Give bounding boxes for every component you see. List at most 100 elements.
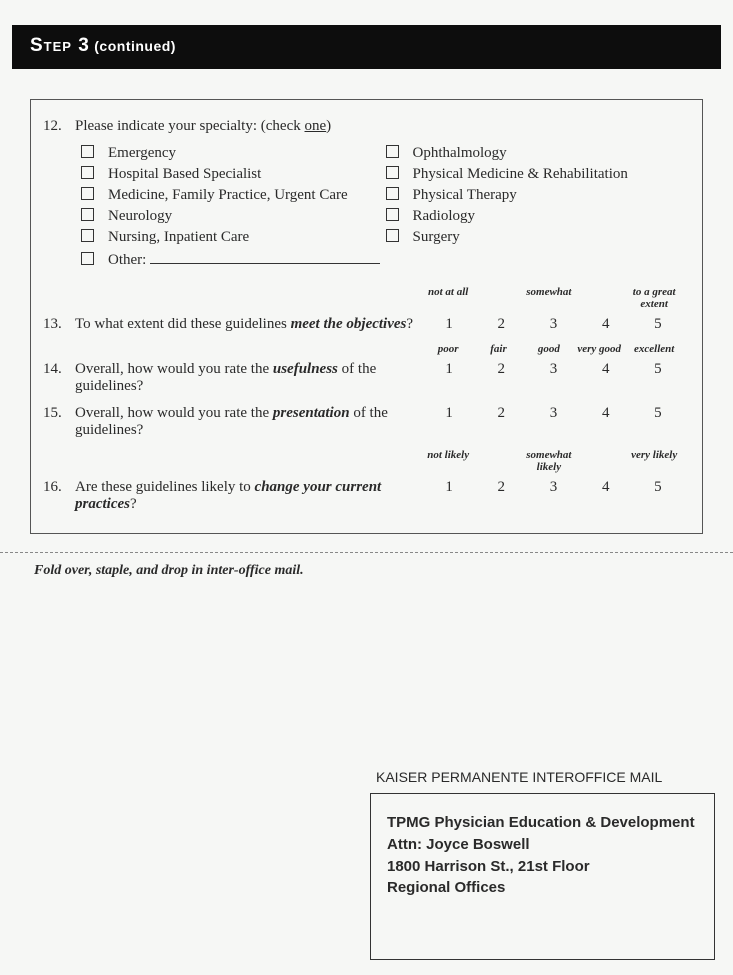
scale-anchor: to a greatextent — [624, 286, 684, 310]
specialty-label: Medicine, Family Practice, Urgent Care — [108, 187, 348, 204]
rating-option[interactable]: 4 — [580, 316, 632, 333]
form-container: 12. Please indicate your specialty: (che… — [30, 99, 703, 534]
rating-option[interactable]: 5 — [632, 479, 684, 496]
question-13: 13. To what extent did these guidelines … — [43, 316, 684, 333]
checkbox-icon[interactable] — [386, 208, 399, 221]
rating-option[interactable]: 2 — [475, 361, 527, 378]
step-label: Step 3 — [30, 35, 90, 56]
specialty-option[interactable]: Medicine, Family Practice, Urgent Care — [75, 186, 380, 204]
rating-option[interactable]: 1 — [423, 479, 475, 496]
specialty-label: Surgery — [413, 229, 460, 246]
checkbox-icon[interactable] — [386, 187, 399, 200]
fold-instruction: Fold over, staple, and drop in inter-off… — [34, 563, 733, 579]
q12-number: 12. — [43, 118, 75, 272]
fold-line — [0, 552, 733, 553]
checkbox-icon[interactable] — [81, 252, 94, 265]
checkbox-icon[interactable] — [81, 208, 94, 221]
mail-line-1: TPMG Physician Education & Development — [387, 814, 695, 831]
checkbox-icon[interactable] — [81, 187, 94, 200]
rating-option[interactable]: 1 — [423, 316, 475, 333]
specialty-option[interactable]: Nursing, Inpatient Care — [75, 228, 380, 246]
scale-anchor: not at all — [423, 286, 473, 310]
question-14: 14. Overall, how would you rate the usef… — [43, 361, 684, 395]
checkbox-icon[interactable] — [386, 166, 399, 179]
rating-option[interactable]: 3 — [527, 316, 579, 333]
specialty-label: Hospital Based Specialist — [108, 166, 261, 183]
continued-label: (continued) — [94, 38, 176, 54]
specialty-option[interactable]: Surgery — [380, 228, 685, 246]
rating-option[interactable]: 3 — [527, 479, 579, 496]
scale-anchor — [574, 286, 624, 310]
scale-anchor: very good — [574, 343, 624, 355]
scale-anchor — [473, 449, 523, 473]
q12-prompt-pre: Please indicate your specialty: (check — [75, 118, 305, 134]
question-12: 12. Please indicate your specialty: (che… — [43, 118, 684, 272]
specialty-option[interactable]: Hospital Based Specialist — [75, 165, 380, 183]
q13-number: 13. — [43, 316, 75, 333]
rating-option[interactable]: 2 — [475, 479, 527, 496]
rating-option[interactable]: 3 — [527, 361, 579, 378]
scale-header-extent: not at all somewhat to a greatextent — [43, 286, 684, 310]
checkbox-icon[interactable] — [81, 145, 94, 158]
scale-anchor — [473, 286, 523, 310]
rating-option[interactable]: 5 — [632, 316, 684, 333]
scale-anchor: somewhat — [524, 286, 574, 310]
scale-anchor: poor — [423, 343, 473, 355]
scale-header-quality: poor fair good very good excellent — [43, 343, 684, 355]
other-fill-line[interactable] — [150, 249, 379, 264]
mail-section: KAISER PERMANENTE INTEROFFICE MAIL TPMG … — [370, 769, 715, 960]
specialty-option[interactable]: Emergency — [75, 144, 380, 162]
specialty-label: Physical Medicine & Rehabilitation — [413, 166, 628, 183]
q13-text: To what extent did these guidelines meet… — [75, 316, 423, 333]
q12-body: Please indicate your specialty: (check o… — [75, 118, 684, 272]
specialty-option[interactable]: Neurology — [75, 207, 380, 225]
checkbox-icon[interactable] — [81, 166, 94, 179]
checkbox-icon[interactable] — [386, 145, 399, 158]
q16-number: 16. — [43, 479, 75, 496]
question-15: 15. Overall, how would you rate the pres… — [43, 405, 684, 439]
specialty-label: Nursing, Inpatient Care — [108, 229, 249, 246]
specialty-option[interactable]: Ophthalmology — [380, 144, 685, 162]
specialty-label: Neurology — [108, 208, 172, 225]
specialty-option[interactable]: Physical Medicine & Rehabilitation — [380, 165, 685, 183]
scale-anchor: fair — [473, 343, 523, 355]
q14-text: Overall, how would you rate the usefulne… — [75, 361, 423, 395]
specialty-label: Ophthalmology — [413, 145, 507, 162]
scale-anchor: good — [524, 343, 574, 355]
scale-anchor: very likely — [624, 449, 684, 473]
checkbox-icon[interactable] — [386, 229, 399, 242]
rating-option[interactable]: 1 — [423, 405, 475, 422]
specialty-col-left: Emergency Hospital Based Specialist Medi… — [75, 141, 380, 272]
q14-number: 14. — [43, 361, 75, 378]
specialty-col-right: Ophthalmology Physical Medicine & Rehabi… — [380, 141, 685, 272]
specialty-label: Emergency — [108, 145, 176, 162]
mail-heading: KAISER PERMANENTE INTEROFFICE MAIL — [376, 769, 715, 785]
specialty-label: Physical Therapy — [413, 187, 517, 204]
specialty-columns: Emergency Hospital Based Specialist Medi… — [75, 141, 684, 272]
rating-option[interactable]: 5 — [632, 361, 684, 378]
specialty-option-other[interactable]: Other: — [75, 249, 380, 269]
step-header: Step 3 (continued) — [12, 25, 721, 69]
rating-option[interactable]: 3 — [527, 405, 579, 422]
rating-option[interactable]: 1 — [423, 361, 475, 378]
mail-line-4: Regional Offices — [387, 879, 505, 896]
rating-option[interactable]: 2 — [475, 316, 527, 333]
rating-option[interactable]: 4 — [580, 361, 632, 378]
q15-text: Overall, how would you rate the presenta… — [75, 405, 423, 439]
mail-line-3: 1800 Harrison St., 21st Floor — [387, 858, 590, 875]
scale-header-likely: not likely somewhat likely very likely — [43, 449, 684, 473]
mail-address-box: TPMG Physician Education & Development A… — [370, 793, 715, 960]
rating-option[interactable]: 5 — [632, 405, 684, 422]
specialty-option[interactable]: Radiology — [380, 207, 685, 225]
other-label: Other: — [108, 252, 146, 269]
scale-block-13: not at all somewhat to a greatextent 13.… — [43, 286, 684, 333]
scale-anchor: not likely — [423, 449, 473, 473]
rating-option[interactable]: 4 — [580, 479, 632, 496]
specialty-option[interactable]: Physical Therapy — [380, 186, 685, 204]
checkbox-icon[interactable] — [81, 229, 94, 242]
rating-option[interactable]: 4 — [580, 405, 632, 422]
specialty-label: Radiology — [413, 208, 476, 225]
rating-option[interactable]: 2 — [475, 405, 527, 422]
q12-prompt-underline: one — [305, 118, 327, 134]
scale-anchor: somewhat likely — [524, 449, 574, 473]
